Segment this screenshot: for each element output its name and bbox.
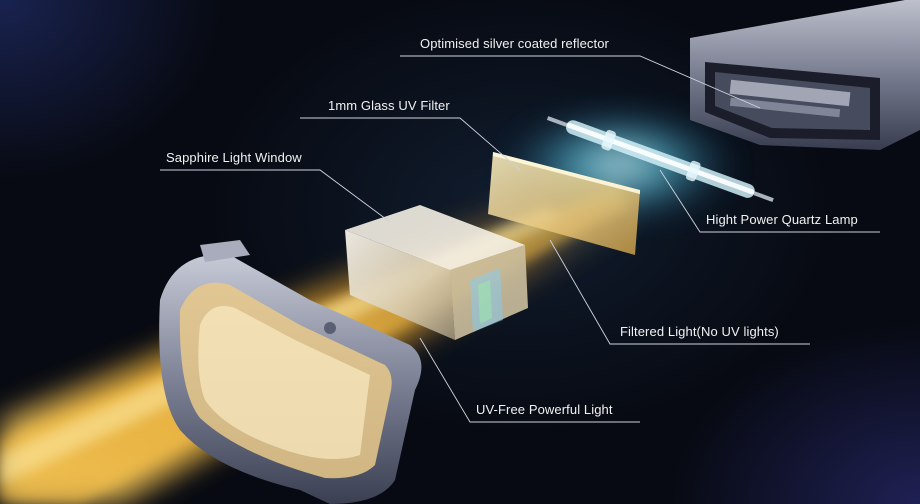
front-lens-housing: [159, 240, 422, 504]
leader-line-uv-free: [419, 337, 640, 423]
label-filtered-light: Filtered Light(No UV lights): [620, 324, 779, 339]
leader-line-uv-filter: [300, 117, 521, 171]
label-quartz-lamp: Hight Power Quartz Lamp: [706, 212, 858, 227]
leader-line-filtered: [549, 239, 810, 345]
leader-lines: [160, 55, 880, 423]
reflector-housing: [690, 0, 920, 150]
label-uv-free-light: UV-Free Powerful Light: [476, 402, 613, 417]
uv-filter-plate: [488, 152, 640, 255]
leader-line-quartz: [659, 169, 880, 233]
quartz-lamp: [546, 116, 774, 202]
label-reflector: Optimised silver coated reflector: [420, 36, 609, 51]
label-uv-filter: 1mm Glass UV Filter: [328, 98, 450, 113]
sapphire-crystal: [345, 205, 528, 340]
leader-line-reflector: [400, 55, 761, 109]
leader-line-sapphire: [160, 169, 391, 223]
label-sapphire-window: Sapphire Light Window: [166, 150, 302, 165]
